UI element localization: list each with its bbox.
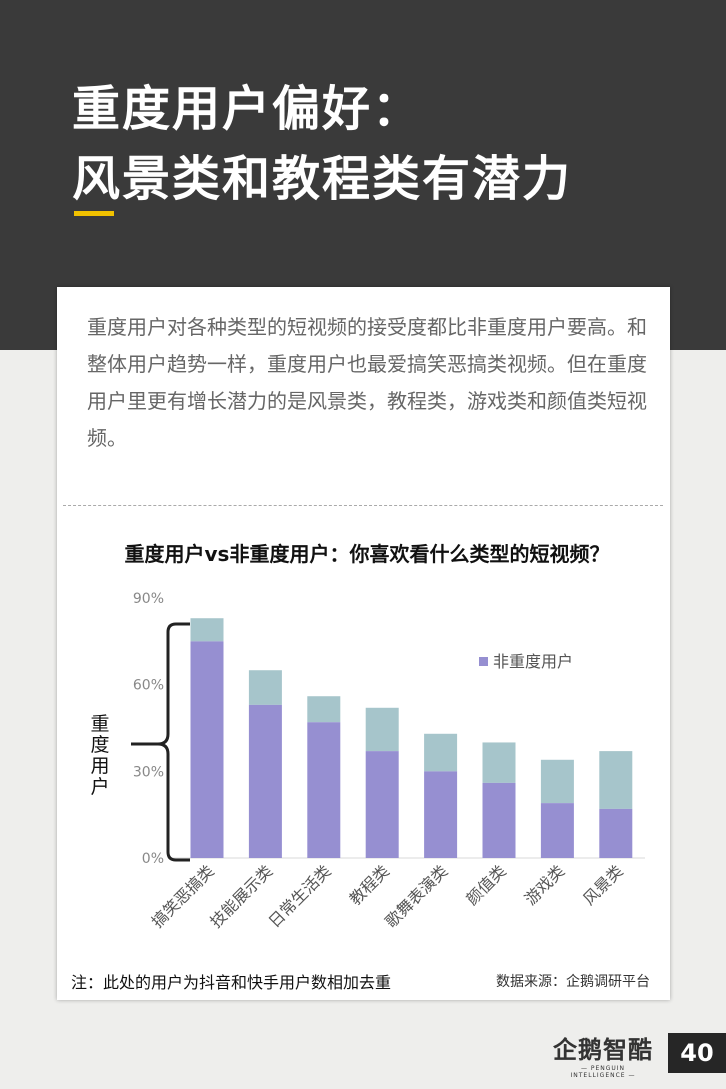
brace-label-char: 度: [90, 734, 109, 756]
legend-label: 非重度用户: [493, 652, 573, 671]
x-tick-label: 日常生活类: [265, 861, 335, 931]
bar-heavy-user: [599, 751, 633, 809]
title-line-1: 重度用户偏好：: [72, 81, 423, 137]
logo-subtext: — PENGUIN INTELLIGENCE —: [570, 1065, 636, 1079]
x-tick-label: 游戏类: [521, 861, 568, 908]
y-tick-label: 30%: [133, 764, 164, 780]
x-tick-label: 颜值类: [462, 861, 509, 908]
y-tick-label: 0%: [142, 851, 164, 867]
brace-label-char: 重: [90, 713, 109, 735]
bar-non-heavy-user: [540, 803, 574, 858]
intro-text: 重度用户对各种类型的短视频的接受度都比非重度用户要高。和整体用户趋势一样，重度用…: [87, 315, 647, 450]
x-tick-label: 技能展示类: [206, 861, 276, 931]
y-tick-label: 60%: [133, 678, 164, 694]
bar-heavy-user: [190, 618, 224, 642]
bar-heavy-user: [365, 707, 399, 752]
logo: 企鹅智酷 — PENGUIN INTELLIGENCE —: [553, 1030, 653, 1079]
accent-bar: [74, 211, 114, 216]
bar-non-heavy-user: [190, 641, 224, 858]
bar-non-heavy-user: [307, 722, 341, 858]
legend-swatch: [479, 657, 488, 666]
brace-label-char: 用: [90, 755, 109, 777]
chart-title: 重度用户vs非重度用户：你喜欢看什么类型的短视频？: [124, 542, 610, 566]
bar-non-heavy-user: [424, 771, 458, 858]
x-tick-label: 歌舞表演类: [381, 861, 451, 931]
x-tick-label: 教程类: [346, 861, 393, 908]
y-tick-label: 90%: [133, 591, 164, 607]
bar-heavy-user: [307, 696, 341, 723]
data-source: 数据来源：企鹅调研平台: [496, 974, 650, 990]
x-tick-label: 风景类: [579, 861, 626, 908]
bar-non-heavy-user: [599, 808, 633, 858]
bar-heavy-user: [424, 733, 458, 772]
brace-label-char: 户: [90, 776, 109, 798]
divider: [63, 505, 663, 506]
bar-non-heavy-user: [248, 704, 282, 858]
content-card: 重度用户对各种类型的短视频的接受度都比非重度用户要高。和整体用户趋势一样，重度用…: [57, 287, 670, 1000]
bar-heavy-user: [482, 742, 516, 783]
bar-heavy-user: [248, 670, 282, 705]
page-number: 40: [668, 1033, 726, 1073]
bar-non-heavy-user: [482, 782, 516, 858]
logo-text: 企鹅智酷: [553, 1036, 653, 1064]
footnote: 注：此处的用户为抖音和快手用户数相加去重: [71, 973, 392, 992]
bar-heavy-user: [540, 759, 574, 804]
x-tick-label: 搞笑恶搞类: [148, 861, 218, 931]
title-line-2: 风景类和教程类有潜力: [72, 151, 573, 207]
bar-non-heavy-user: [365, 751, 399, 858]
brace-icon: [131, 622, 190, 862]
page-title: 重度用户偏好： 风景类和教程类有潜力: [72, 74, 572, 214]
